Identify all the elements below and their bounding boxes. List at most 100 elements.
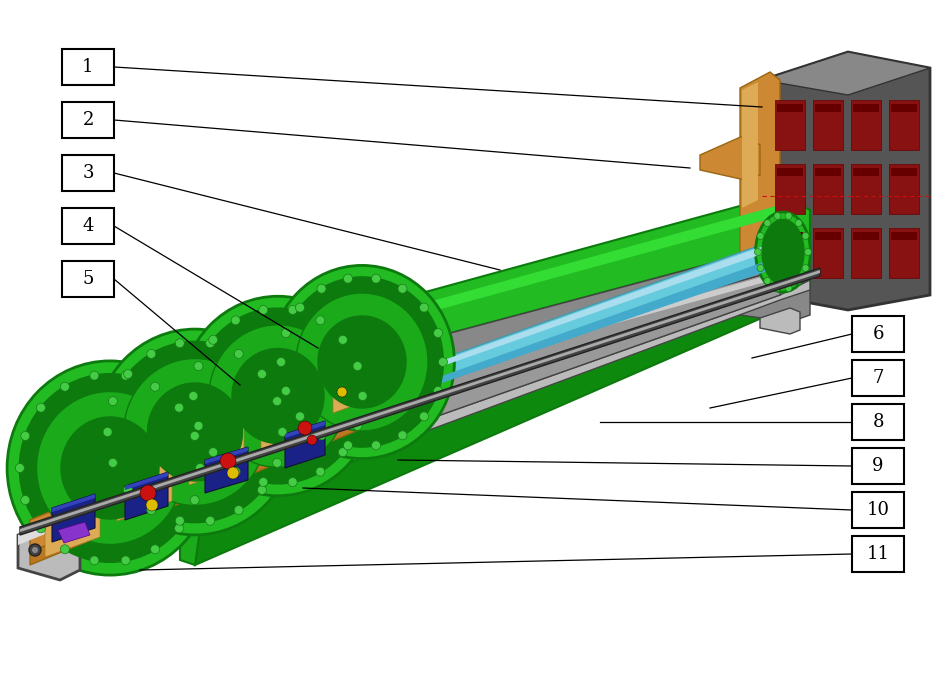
Circle shape [194,422,203,430]
Polygon shape [777,232,803,240]
Circle shape [257,485,266,494]
Polygon shape [340,242,785,402]
Circle shape [175,524,183,533]
Circle shape [190,431,199,441]
Circle shape [235,506,243,515]
Circle shape [774,213,781,219]
Circle shape [146,499,158,511]
Bar [852,448,904,484]
Circle shape [21,431,29,441]
Circle shape [206,516,215,526]
Circle shape [764,219,770,227]
Text: 1: 1 [83,58,94,76]
Polygon shape [813,228,843,278]
Polygon shape [853,104,879,112]
Circle shape [795,278,802,285]
Bar [62,155,114,191]
Ellipse shape [193,308,363,484]
Ellipse shape [762,219,804,285]
Polygon shape [777,168,803,176]
Polygon shape [195,195,810,400]
Ellipse shape [280,277,444,447]
Circle shape [257,369,266,379]
Circle shape [371,441,381,450]
Bar [852,536,904,572]
Circle shape [315,316,325,325]
Polygon shape [205,447,248,493]
Ellipse shape [318,316,406,408]
Text: 4: 4 [83,217,94,235]
Polygon shape [30,368,395,552]
Text: 5: 5 [83,270,94,288]
Polygon shape [45,498,100,557]
Circle shape [61,382,69,391]
Text: 2: 2 [83,111,94,129]
Circle shape [276,358,286,367]
Circle shape [273,397,281,405]
Circle shape [194,362,203,371]
Polygon shape [853,168,879,176]
Circle shape [338,447,348,457]
Circle shape [353,362,362,371]
Circle shape [235,350,243,359]
Circle shape [104,428,112,437]
Circle shape [209,447,218,457]
Polygon shape [889,228,919,278]
Circle shape [36,403,46,412]
Circle shape [273,458,281,467]
Bar [852,492,904,528]
Bar [62,208,114,244]
Circle shape [227,467,239,479]
Polygon shape [20,268,820,535]
Circle shape [122,371,130,380]
Polygon shape [18,518,60,545]
Circle shape [358,392,367,401]
Ellipse shape [209,325,347,467]
Circle shape [15,464,25,473]
Polygon shape [762,52,930,95]
Circle shape [371,274,381,283]
Text: 9: 9 [872,457,884,475]
Polygon shape [815,232,841,240]
Polygon shape [189,426,244,485]
Ellipse shape [36,392,183,545]
Text: 8: 8 [872,413,884,431]
Polygon shape [200,205,795,375]
Circle shape [774,285,781,291]
Circle shape [785,285,792,291]
Circle shape [206,339,215,348]
Circle shape [151,545,160,554]
Polygon shape [815,104,841,112]
Ellipse shape [124,359,266,505]
Polygon shape [813,164,843,214]
Circle shape [795,219,802,227]
Text: 3: 3 [83,164,94,182]
Polygon shape [815,168,841,176]
Circle shape [220,453,236,469]
Circle shape [295,303,305,312]
Circle shape [288,306,297,314]
Circle shape [124,369,133,379]
Polygon shape [889,100,919,150]
Polygon shape [125,472,168,520]
Circle shape [189,392,198,401]
Polygon shape [813,100,843,150]
Circle shape [36,524,46,533]
Polygon shape [851,100,881,150]
Circle shape [29,544,41,556]
Circle shape [307,435,317,445]
Polygon shape [777,104,803,112]
Polygon shape [775,164,805,214]
Polygon shape [718,250,782,315]
Polygon shape [718,250,762,278]
Circle shape [147,506,156,515]
Polygon shape [261,390,316,449]
Circle shape [147,350,156,359]
Polygon shape [851,228,881,278]
Ellipse shape [270,265,454,458]
Circle shape [337,387,347,397]
Polygon shape [700,135,760,180]
Ellipse shape [95,329,294,535]
Circle shape [398,285,407,293]
Circle shape [108,458,118,467]
